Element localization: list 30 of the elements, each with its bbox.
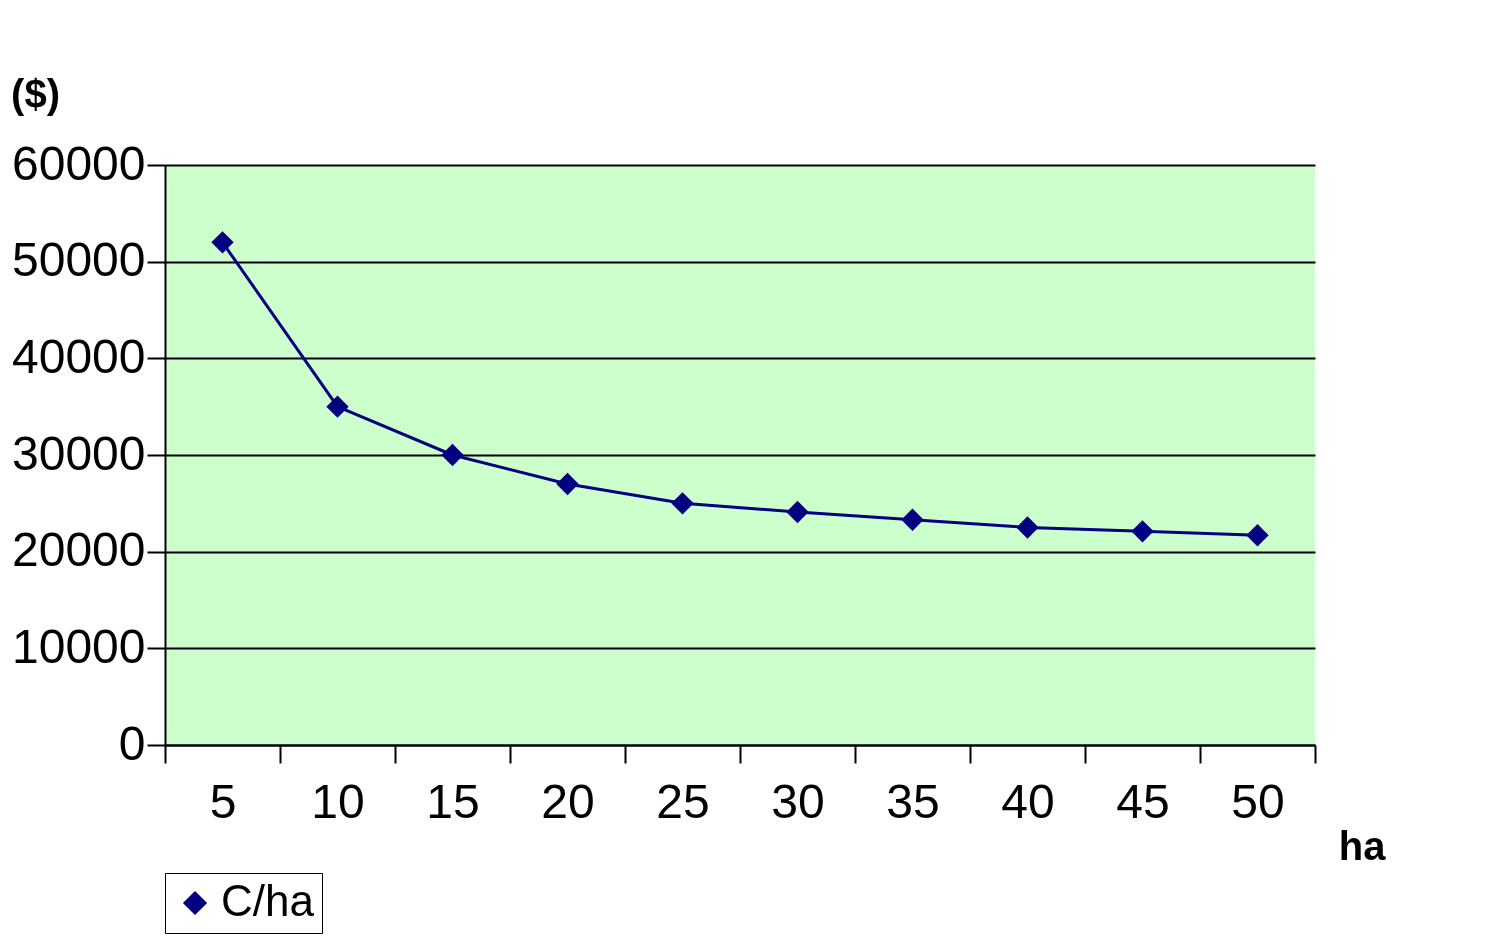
point [1246, 524, 1269, 547]
y-tick-label: 50000 [12, 233, 146, 287]
x-tick-label: 15 [426, 774, 480, 828]
x-tick-label: 20 [541, 774, 595, 828]
x-tick-label: 45 [1116, 774, 1170, 828]
x-tick-label: 35 [886, 774, 940, 828]
x-axis-title: ha [1338, 823, 1387, 868]
point [1131, 520, 1154, 543]
y-tick-label: 60000 [12, 136, 146, 190]
point [1016, 516, 1039, 539]
point [671, 492, 694, 515]
point [326, 395, 349, 418]
x-tick-label: 40 [1001, 774, 1055, 828]
legend-label: C/ha [221, 876, 315, 925]
y-tick-label: 20000 [12, 523, 146, 577]
y-axis-title: ($) [11, 71, 60, 116]
point [901, 508, 924, 531]
x-tick-label: 10 [311, 774, 365, 828]
point [441, 443, 464, 467]
x-tick-label: 5 [209, 774, 237, 828]
point [211, 231, 234, 254]
x-tick-label: 25 [656, 774, 710, 828]
y-tick-label: 10000 [12, 619, 146, 673]
y-tick-label: 0 [118, 716, 146, 770]
x-tick-label: 30 [771, 774, 825, 828]
x-tick-label: 50 [1231, 774, 1285, 828]
point [786, 500, 809, 524]
point [556, 472, 579, 496]
y-tick-label: 30000 [12, 426, 146, 480]
y-tick-label: 40000 [12, 329, 146, 383]
